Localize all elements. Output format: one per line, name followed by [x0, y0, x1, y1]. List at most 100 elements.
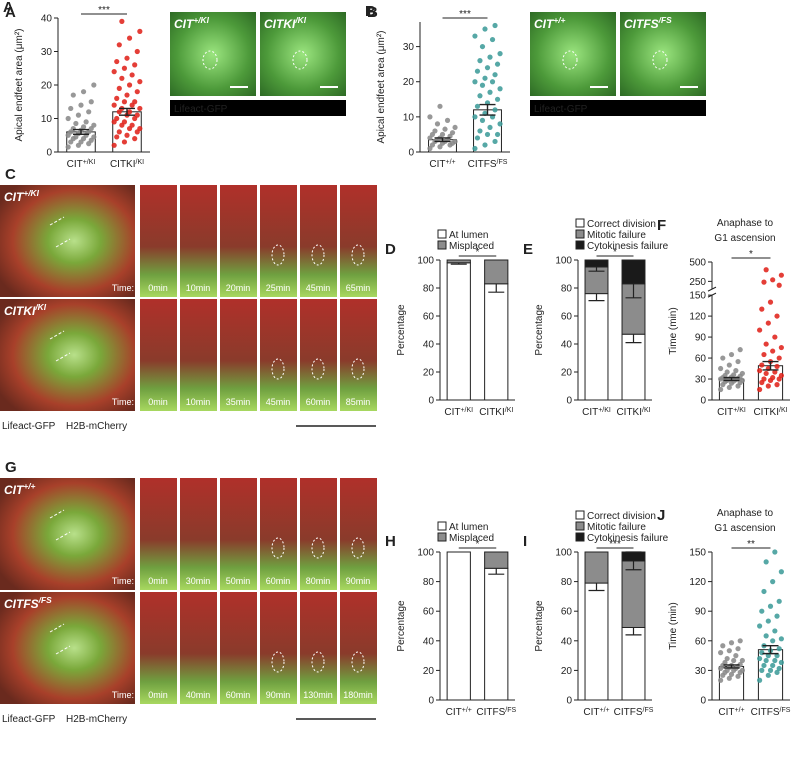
micrograph [300, 299, 337, 411]
legend-swatch [575, 229, 585, 239]
data-point [720, 355, 726, 361]
data-point [472, 145, 478, 152]
y-tick-label: 10 [403, 112, 415, 123]
y-axis-label: Time (min) [668, 602, 679, 649]
data-point [427, 114, 433, 120]
data-point [761, 588, 767, 595]
data-point [489, 79, 496, 85]
data-point [770, 638, 776, 644]
y-tick-label: 80 [561, 284, 573, 295]
y-tick-label: 40 [423, 636, 435, 647]
panel-letter: C [5, 166, 16, 183]
outline [562, 50, 578, 70]
bar-segment [484, 259, 509, 285]
legend-label: Misplaced [449, 533, 494, 544]
data-point [718, 365, 724, 372]
data-point [728, 351, 735, 358]
bar-segment [484, 567, 509, 701]
legend-swatch [437, 532, 447, 542]
data-point [126, 82, 133, 88]
y-axis-label: Apical endfeet area (μm²) [376, 30, 387, 143]
significance-label: * [476, 539, 480, 550]
data-point [126, 109, 133, 115]
bar-segment [621, 259, 646, 285]
data-point [91, 82, 97, 88]
micrograph [340, 299, 377, 411]
data-point [774, 382, 780, 388]
data-point [482, 75, 488, 81]
data-point [124, 132, 130, 138]
data-point [121, 119, 128, 125]
micrograph [220, 478, 257, 590]
panel-letter: F [657, 217, 666, 234]
micrograph [180, 592, 217, 704]
error-bar [723, 376, 740, 382]
bar-segment [621, 333, 646, 401]
data-point [116, 129, 122, 135]
data-point [114, 58, 120, 65]
y-tick-label: 30 [695, 666, 707, 677]
outline [271, 537, 285, 559]
data-point [119, 18, 125, 24]
legend-swatch [437, 229, 447, 239]
outline [271, 358, 285, 380]
y-tick-label: 0 [428, 396, 434, 407]
time-label: 130min [303, 690, 333, 700]
data-point [776, 282, 782, 288]
genotype-label: CITFS/FS [624, 15, 672, 31]
x-tick-label: CIT+/+ [446, 707, 472, 719]
data-point [759, 608, 765, 614]
data-point [770, 579, 776, 585]
data-point [129, 122, 135, 128]
data-point [767, 667, 774, 674]
time-label: 20min [226, 283, 251, 293]
data-point [718, 677, 724, 683]
y-axis-label: Percentage [534, 600, 545, 652]
data-point [489, 36, 496, 43]
x-tick-label: CITFS/FS [751, 707, 791, 719]
data-point [778, 272, 784, 278]
data-point [477, 93, 483, 99]
channel-bar [0, 418, 135, 433]
y-tick-label: 20 [423, 368, 435, 379]
data-point [774, 669, 780, 675]
data-point [65, 115, 71, 122]
data-point [78, 102, 84, 108]
legend-label: At lumen [449, 230, 488, 241]
bar-segment [584, 293, 609, 401]
panel-letter: D [385, 241, 396, 258]
outline [49, 330, 71, 362]
error-bar [762, 645, 779, 655]
y-tick-label: 20 [423, 666, 435, 677]
data-point [114, 134, 120, 140]
y-axis-label: Percentage [534, 304, 545, 356]
outline [311, 358, 325, 380]
data-point [765, 320, 771, 326]
channel-label: Lifeact-GFP [534, 104, 588, 115]
time-caption: Time: [112, 576, 134, 586]
data-point [88, 99, 94, 105]
y-tick-label: 30 [403, 42, 415, 53]
legend-swatch [575, 521, 585, 531]
y-tick-label: 80 [423, 577, 435, 588]
panel-letter: G [5, 459, 17, 476]
outline [49, 623, 71, 655]
genotype-label: CITFS/FS [4, 595, 52, 611]
legend-label: Cytokinesis failure [587, 533, 669, 544]
data-point [718, 650, 724, 656]
data-point [91, 134, 97, 140]
x-tick-label: CITKI/KI [479, 407, 513, 419]
data-point [778, 659, 784, 666]
data-point [774, 313, 780, 319]
micrograph [180, 185, 217, 297]
data-point [761, 376, 767, 382]
genotype-label: CITKI/KI [264, 15, 307, 31]
data-point [126, 35, 133, 41]
y-tick-label: 20 [403, 77, 415, 88]
outline [351, 537, 365, 559]
y-tick-label: 60 [423, 607, 435, 618]
legend-label: Misplaced [449, 241, 494, 252]
data-point [121, 139, 128, 145]
x-tick-label: CIT+/KI [444, 407, 473, 419]
error-bar [762, 360, 779, 371]
